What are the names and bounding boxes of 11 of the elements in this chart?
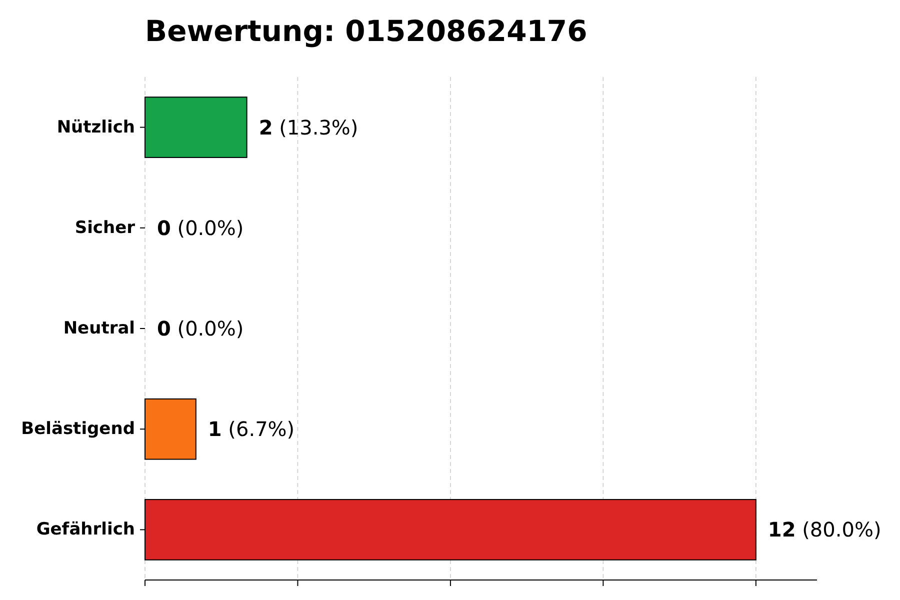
data-label: 1 (6.7%): [208, 417, 295, 442]
y-tick-label: Neutral: [63, 318, 135, 338]
data-label: 0 (0.0%): [157, 316, 244, 340]
chart-title: Bewertung: 015208624176: [145, 14, 588, 48]
y-tick-label: Belästigend: [21, 419, 135, 440]
data-label: 2 (13.3%): [258, 115, 358, 140]
y-tick-label: Sicher: [74, 218, 136, 238]
y-tick-label: Nützlich: [56, 117, 135, 138]
data-label: 0 (0.0%): [157, 216, 244, 240]
data-label: 12 (80.0%): [768, 518, 882, 542]
y-tick-label: Gefährlich: [36, 520, 135, 540]
